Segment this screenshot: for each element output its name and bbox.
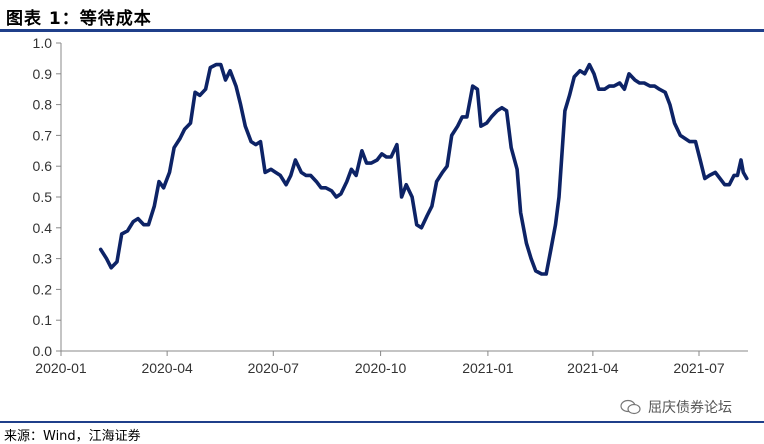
y-tick-label: 0.1 (33, 312, 53, 328)
wechat-icon (620, 399, 641, 415)
y-tick-label: 0.0 (33, 343, 53, 359)
x-tick-label: 2020-04 (141, 360, 193, 376)
x-tick-label: 2021-01 (462, 360, 514, 376)
x-tick-label: 2020-10 (355, 360, 407, 376)
source-note: 来源：Wind，江海证券 (4, 429, 141, 444)
y-tick-label: 0.9 (33, 66, 53, 82)
x-tick-label: 2021-04 (567, 360, 619, 376)
x-tick-label: 2020-01 (35, 360, 87, 376)
y-tick-label: 0.2 (33, 281, 53, 297)
watermark-text: 屈庆债券论坛 (648, 400, 732, 416)
line-chart: 0.0 0.1 0.2 0.3 0.4 0.5 0.6 0.7 0.8 0.9 1.0 2020-0… (33, 35, 749, 376)
y-tick-label: 0.6 (33, 158, 53, 174)
y-tick-label: 0.5 (33, 189, 53, 205)
y-tick-label: 0.7 (33, 127, 53, 143)
footer-divider (0, 421, 764, 423)
series-layer (98, 62, 749, 276)
title-divider (0, 29, 764, 32)
y-axis: 0.0 0.1 0.2 0.3 0.4 0.5 0.6 0.7 0.8 0.9 1.0 (33, 35, 62, 359)
y-tick-label: 1.0 (33, 35, 53, 51)
y-tick-label: 0.8 (33, 97, 53, 113)
x-tick-label: 2021-07 (673, 360, 725, 376)
chart-title: 图表 1：等待成本 (6, 9, 152, 29)
x-tick-label: 2020-07 (248, 360, 300, 376)
series-line (98, 62, 749, 276)
watermark: 屈庆债券论坛 (620, 397, 732, 417)
y-tick-label: 0.4 (33, 220, 53, 236)
y-tick-label: 0.3 (33, 251, 53, 267)
x-axis: 2020-01 2020-04 2020-07 2020-10 2021-01 2021-… (35, 350, 748, 376)
